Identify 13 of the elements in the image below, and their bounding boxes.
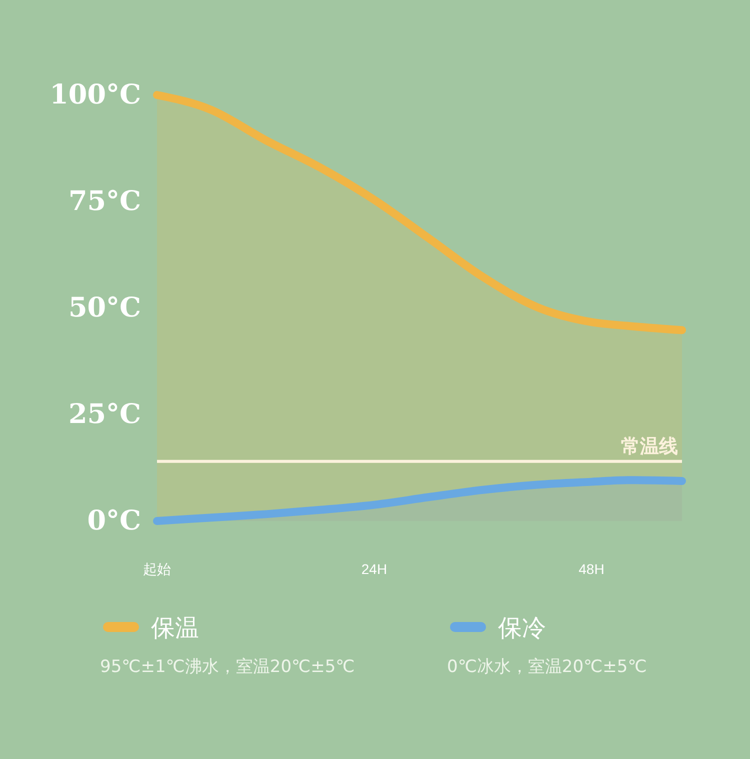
y-tick-label: 100°C [50,80,141,111]
x-tick-label: 48H [578,560,604,577]
x-tick-label: 起始 [143,560,171,577]
y-tick-label: 0°C [87,506,141,537]
legend-label: 保冷 [498,614,546,642]
x-tick-label: 24H [361,560,388,577]
text: 0℃冰水，室温20℃±5℃ [447,657,647,677]
text: 95℃±1℃沸水，室温20℃±5℃ [100,657,355,677]
y-tick-label: 50°C [68,292,141,324]
y-tick-label: 25°C [68,399,141,430]
y-tick-label: 75°C [68,186,141,218]
legend-label: 保温 [151,614,199,642]
ref-line-label: 常温线 [621,435,678,458]
